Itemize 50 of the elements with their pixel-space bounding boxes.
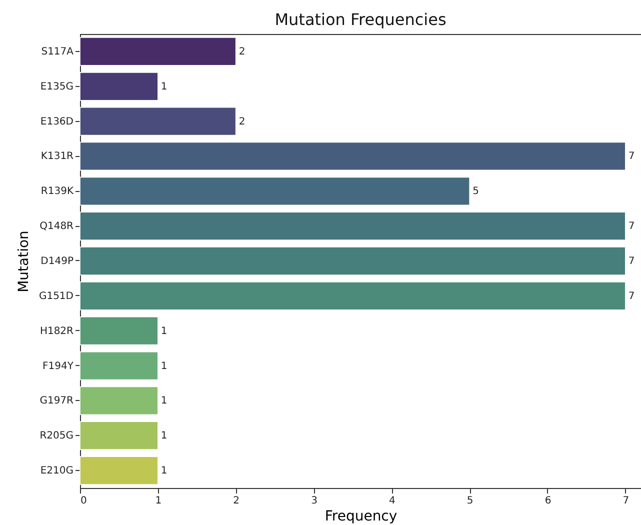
x-tick-label: 7 [622,496,630,506]
y-tick-label: G197R [40,396,74,407]
y-tick-label: Q148R [40,221,74,232]
x-tick-label: 1 [155,496,162,506]
bar [80,142,626,171]
y-tick-label: K131R [40,151,74,162]
data-label: 1 [160,360,168,372]
x-tick-label: 6 [544,496,552,506]
data-label: 1 [160,81,168,92]
y-tick-label: F194Y [42,360,74,372]
bar [80,351,158,380]
data-label: 7 [628,290,635,302]
y-tick-label: S117A [41,46,74,58]
bar [80,246,626,276]
y-tick-label: R139K [40,186,74,198]
bar [80,106,236,136]
y-tick-label: E136D [40,116,74,128]
bar [80,176,470,206]
y-axis-title: Mutation [16,230,32,292]
bar [80,421,158,450]
y-tick-label: H182R [40,326,74,337]
x-tick-label: 3 [311,496,318,506]
data-label: 7 [628,256,635,267]
chart-title: Mutation Frequencies [274,10,446,29]
data-label: 7 [628,151,635,162]
bar [80,37,236,66]
x-tick-label: 4 [388,496,396,506]
bar [80,456,158,485]
data-label: 1 [160,466,168,477]
y-tick-label: G151D [38,290,74,302]
bar [80,282,626,310]
data-label: 1 [160,326,168,337]
data-label: 1 [160,396,168,407]
bar [80,72,158,101]
data-label: 2 [238,46,246,58]
y-tick-label: R205G [40,430,74,442]
x-tick-label: 0 [80,496,87,506]
data-label: 1 [160,430,168,442]
x-axis-title: Frequency [324,508,398,524]
data-label: 2 [238,116,246,128]
bar [80,212,626,240]
bar [80,316,158,346]
x-tick-label: 2 [233,496,240,506]
y-tick-label: D149P [40,256,74,267]
data-label: 5 [472,186,479,198]
y-tick-label: E135G [40,81,74,92]
y-tick-label: E210G [40,466,74,477]
data-label: 7 [628,221,635,232]
bar [80,386,158,416]
x-tick-label: 5 [466,496,474,506]
